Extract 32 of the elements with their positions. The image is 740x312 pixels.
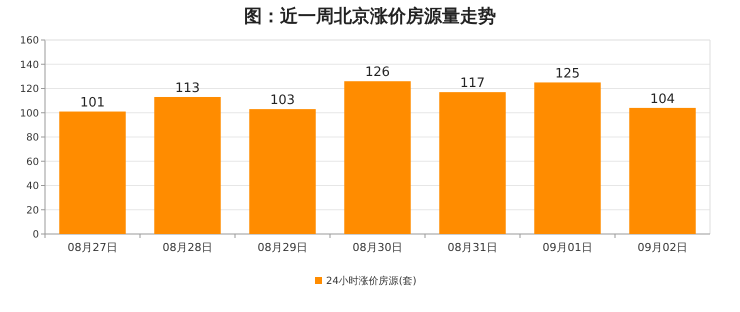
legend-label: 24小时涨价房源(套) — [326, 275, 417, 287]
bar — [534, 82, 601, 234]
bar — [249, 109, 316, 234]
x-tick-label: 08月31日 — [448, 241, 498, 254]
bar — [439, 92, 506, 234]
y-tick-label: 160 — [20, 36, 39, 46]
y-tick-label: 60 — [26, 156, 39, 168]
y-tick-label: 140 — [20, 60, 39, 71]
data-label: 125 — [555, 66, 580, 82]
bar — [59, 112, 126, 234]
data-label: 103 — [270, 93, 295, 108]
y-tick-label: 80 — [26, 132, 39, 144]
bar — [154, 96, 221, 234]
x-tick-label: 08月30日 — [352, 241, 402, 254]
x-tick-label: 09月01日 — [542, 241, 592, 254]
bar — [629, 108, 696, 234]
chart-title: 图：近一周北京涨价房源量走势 — [244, 6, 496, 27]
y-tick-label: 0 — [32, 230, 39, 240]
x-tick-label: 08月28日 — [162, 241, 212, 254]
x-tick-label: 08月27日 — [68, 241, 118, 254]
x-tick-label: 09月02日 — [638, 241, 688, 254]
data-label: 104 — [650, 92, 675, 107]
data-label: 126 — [365, 65, 390, 80]
bar — [344, 81, 411, 234]
data-label: 117 — [460, 76, 485, 92]
y-tick-label: 100 — [20, 108, 39, 120]
y-tick-label: 20 — [26, 205, 39, 216]
data-label: 113 — [175, 80, 200, 96]
data-label: 101 — [80, 96, 105, 111]
y-tick-label: 120 — [20, 84, 39, 95]
x-tick-label: 08月29日 — [258, 241, 308, 254]
y-tick-label: 40 — [26, 181, 39, 192]
